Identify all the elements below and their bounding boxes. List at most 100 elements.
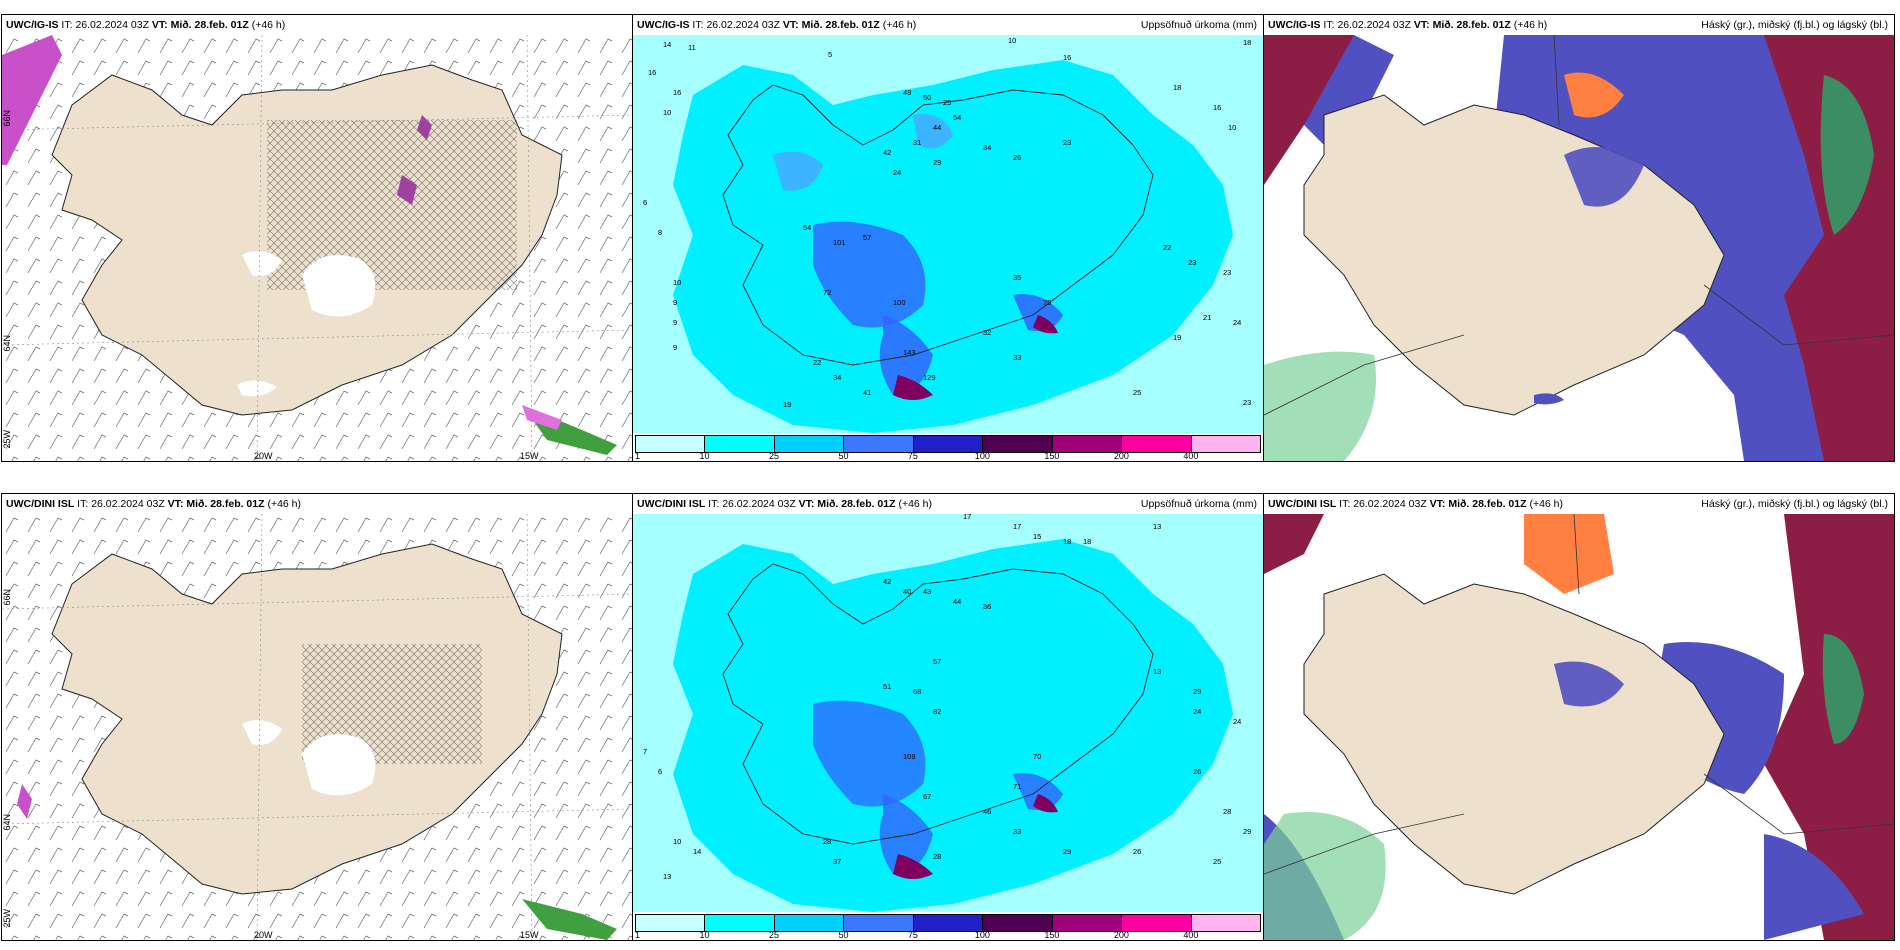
lead-time: (+46 h) xyxy=(1529,498,1564,510)
panel-precip-dini-isl: UWC/DINI ISL IT: 26.02.2024 03Z VT: Mið.… xyxy=(632,493,1264,941)
svg-text:24: 24 xyxy=(1233,717,1241,726)
panel-header: UWC/IG-IS IT: 26.02.2024 03Z VT: Mið. 28… xyxy=(2,15,632,35)
legend-tick: 1 xyxy=(635,930,641,940)
svg-text:72: 72 xyxy=(823,288,831,297)
vt-value: Mið. 28.feb. 01Z xyxy=(1432,19,1511,31)
svg-text:17: 17 xyxy=(1013,522,1021,531)
svg-text:23: 23 xyxy=(1063,138,1071,147)
svg-text:16: 16 xyxy=(1063,53,1071,62)
svg-text:10: 10 xyxy=(663,108,671,117)
lead-time: (+46 h) xyxy=(251,19,286,31)
it-label: IT: xyxy=(708,498,720,510)
svg-text:33: 33 xyxy=(1013,353,1021,362)
svg-text:26: 26 xyxy=(1013,153,1021,162)
svg-text:50: 50 xyxy=(923,93,931,102)
lon-label-25w: 25W xyxy=(2,909,12,928)
it-label: IT: xyxy=(1323,19,1335,31)
wind-map xyxy=(2,35,632,461)
legend-tick: 50 xyxy=(838,451,849,461)
svg-text:19: 19 xyxy=(1173,333,1181,342)
vt-value: Mið. 28.feb. 01Z xyxy=(801,19,880,31)
svg-text:26: 26 xyxy=(1193,767,1201,776)
it-label: IT: xyxy=(77,498,89,510)
it-value: 26.02.2024 03Z xyxy=(1353,498,1427,510)
svg-text:41: 41 xyxy=(863,388,871,397)
it-label: IT: xyxy=(61,19,73,31)
legend-tick: 75 xyxy=(907,930,918,940)
svg-text:28: 28 xyxy=(933,852,941,861)
model-name: UWC/DINI ISL xyxy=(637,498,706,510)
legend-ticks: 1 10 25 50 75 100 150 200 400 xyxy=(635,930,1261,940)
legend-tick: 25 xyxy=(768,451,779,461)
vt-label: VT: xyxy=(798,498,815,510)
svg-text:10: 10 xyxy=(1228,123,1236,132)
lon-label-20w: 20W xyxy=(254,930,273,940)
svg-text:6: 6 xyxy=(658,767,662,776)
model-name: UWC/IG-IS xyxy=(1268,19,1321,31)
svg-text:54: 54 xyxy=(953,113,961,122)
legend-ticks: 1 10 25 50 75 100 150 200 400 xyxy=(635,451,1261,461)
svg-text:32: 32 xyxy=(983,328,991,337)
svg-text:9: 9 xyxy=(673,343,677,352)
svg-text:23: 23 xyxy=(1188,258,1196,267)
panel-header: UWC/IG-IS IT: 26.02.2024 03Z VT: Mið. 28… xyxy=(633,15,1263,35)
svg-text:109: 109 xyxy=(903,752,916,761)
precip-legend: 1 10 25 50 75 100 150 200 400 xyxy=(633,433,1263,461)
lon-label-15w: 15W xyxy=(520,451,539,461)
legend-swatch xyxy=(1122,915,1192,931)
svg-text:100: 100 xyxy=(893,298,906,307)
it-value: 26.02.2024 03Z xyxy=(91,498,165,510)
svg-text:18: 18 xyxy=(1083,537,1091,546)
svg-text:29: 29 xyxy=(933,158,941,167)
svg-text:143: 143 xyxy=(903,348,916,357)
it-label: IT: xyxy=(1339,498,1351,510)
panel-title: Uppsöfnuð úrkoma (mm) xyxy=(1140,19,1257,31)
svg-text:54: 54 xyxy=(803,223,811,232)
legend-tick: 1 xyxy=(635,451,641,461)
panel-clouds-ig-is: UWC/IG-IS IT: 26.02.2024 03Z VT: Mið. 28… xyxy=(1263,14,1895,462)
svg-text:11: 11 xyxy=(688,43,696,52)
lon-label-20w: 20W xyxy=(254,451,273,461)
svg-text:23: 23 xyxy=(1223,268,1231,277)
svg-text:43: 43 xyxy=(923,587,931,596)
svg-text:68: 68 xyxy=(913,687,921,696)
svg-text:9: 9 xyxy=(673,318,677,327)
legend-tick: 200 xyxy=(1113,930,1129,940)
legend-swatch xyxy=(705,915,775,931)
svg-text:57: 57 xyxy=(933,657,941,666)
legend-swatch xyxy=(983,436,1053,452)
wind-map xyxy=(2,514,632,940)
panel-clouds-dini-isl: UWC/DINI ISL IT: 26.02.2024 03Z VT: Mið.… xyxy=(1263,493,1895,941)
svg-text:10: 10 xyxy=(1008,36,1016,45)
it-value: 26.02.2024 03Z xyxy=(1337,19,1411,31)
legend-tick: 100 xyxy=(974,930,990,940)
lead-time: (+46 h) xyxy=(1513,19,1548,31)
svg-text:29: 29 xyxy=(1243,827,1251,836)
legend-swatch xyxy=(774,915,845,931)
legend-swatch xyxy=(774,436,845,452)
lon-label-15w: 15W xyxy=(520,930,539,940)
it-value: 26.02.2024 03Z xyxy=(706,19,780,31)
legend-colorbar xyxy=(635,914,1261,932)
svg-text:21: 21 xyxy=(1203,313,1211,322)
svg-text:31: 31 xyxy=(913,138,921,147)
svg-text:25: 25 xyxy=(1213,857,1221,866)
it-label: IT: xyxy=(692,19,704,31)
svg-text:25: 25 xyxy=(1133,388,1141,397)
model-name: UWC/DINI ISL xyxy=(6,498,75,510)
legend-colorbar xyxy=(635,435,1261,453)
svg-text:18: 18 xyxy=(1063,537,1071,546)
svg-text:13: 13 xyxy=(663,872,671,881)
svg-text:18: 18 xyxy=(1243,38,1251,47)
svg-text:13: 13 xyxy=(1153,522,1161,531)
legend-swatch xyxy=(913,436,984,452)
svg-text:15: 15 xyxy=(1033,532,1041,541)
lon-label-25w: 25W xyxy=(2,430,12,449)
vt-label: VT: xyxy=(167,498,184,510)
vt-label: VT: xyxy=(151,19,168,31)
model-name: UWC/IG-IS xyxy=(6,19,59,31)
vt-label: VT: xyxy=(782,19,799,31)
panel-header: UWC/DINI ISL IT: 26.02.2024 03Z VT: Mið.… xyxy=(2,494,632,514)
svg-text:13: 13 xyxy=(1153,667,1161,676)
svg-text:16: 16 xyxy=(1213,103,1221,112)
